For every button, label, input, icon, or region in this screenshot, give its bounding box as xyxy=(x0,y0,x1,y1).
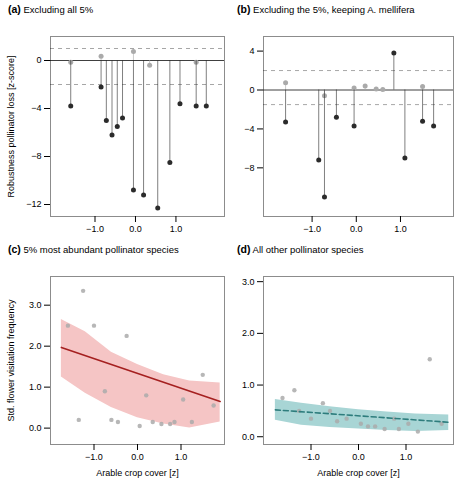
svg-text:0.0: 0.0 xyxy=(129,224,142,234)
svg-text:0.0: 0.0 xyxy=(131,452,144,462)
html-text:(b) Excluding the 5%, keeping: (b) Excluding the 5%, keeping A. mellife… xyxy=(237,3,415,15)
svg-text:4: 4 xyxy=(249,46,254,56)
svg-text:0.0: 0.0 xyxy=(29,423,42,433)
svg-text:2.0: 2.0 xyxy=(29,341,42,351)
svg-text:−1.0: −1.0 xyxy=(303,224,321,234)
svg-text:1.0: 1.0 xyxy=(242,380,255,390)
svg-text:−1.0: −1.0 xyxy=(302,452,320,462)
svg-text:−1.0: −1.0 xyxy=(85,452,103,462)
svg-text:Std. flower visitation frequen: Std. flower visitation frequency xyxy=(6,299,16,422)
svg-text:Robustness pollinator loss [z-: Robustness pollinator loss [z-score] xyxy=(6,55,16,197)
svg-text:−8: −8 xyxy=(244,163,254,173)
html-text:(c) 5% most abundant pollinato: (c) 5% most abundant pollinator species xyxy=(8,243,179,255)
svg-text:−12: −12 xyxy=(26,199,41,209)
svg-text:Arable crop cover [z]: Arable crop cover [z] xyxy=(317,468,400,478)
svg-text:1.0: 1.0 xyxy=(400,452,413,462)
html-text:(d) All other pollinator speci: (d) All other pollinator species xyxy=(237,243,364,255)
svg-text:1.0: 1.0 xyxy=(394,224,407,234)
svg-text:1.0: 1.0 xyxy=(29,382,42,392)
svg-text:−1.0: −1.0 xyxy=(86,224,104,234)
svg-text:1.0: 1.0 xyxy=(170,224,183,234)
svg-text:−4: −4 xyxy=(31,103,41,113)
svg-text:0: 0 xyxy=(36,55,41,65)
html-text:(a) Excluding all 5%: (a) Excluding all 5% xyxy=(8,3,94,15)
svg-text:2.0: 2.0 xyxy=(242,328,255,338)
svg-text:0.0: 0.0 xyxy=(352,452,365,462)
svg-text:3.0: 3.0 xyxy=(29,300,42,310)
svg-text:0.0: 0.0 xyxy=(242,432,255,442)
svg-text:0: 0 xyxy=(249,85,254,95)
svg-text:0.0: 0.0 xyxy=(350,224,363,234)
svg-text:Arable crop cover [z]: Arable crop cover [z] xyxy=(96,468,179,478)
svg-text:1.0: 1.0 xyxy=(175,452,188,462)
svg-text:3.0: 3.0 xyxy=(242,277,255,287)
svg-text:−4: −4 xyxy=(244,124,254,134)
svg-text:−8: −8 xyxy=(31,151,41,161)
